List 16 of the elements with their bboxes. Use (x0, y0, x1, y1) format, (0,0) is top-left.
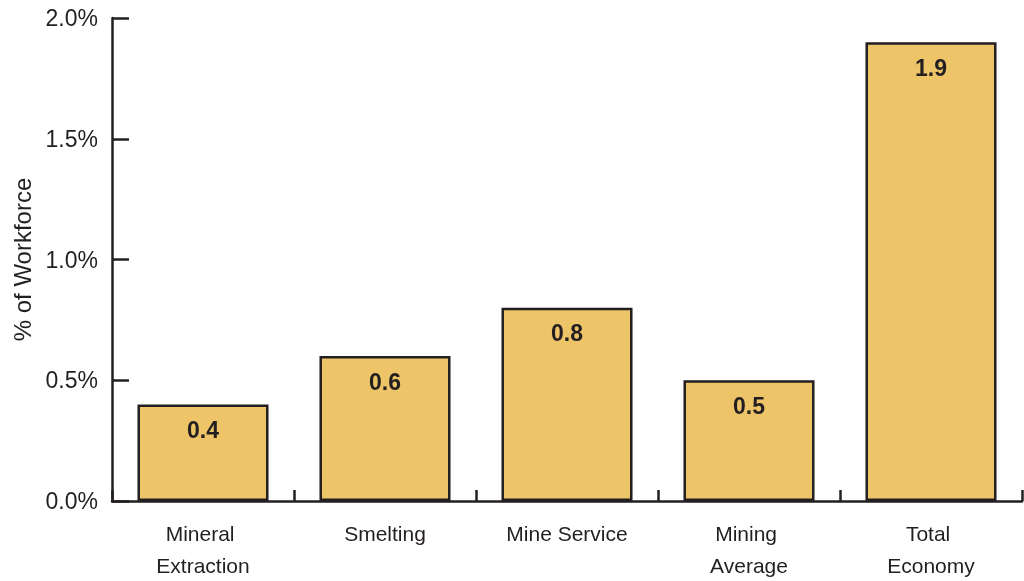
y-tick-label: 1.0% (45, 246, 98, 273)
y-tick-label: 0.5% (45, 367, 98, 394)
y-tick-label: 0.0% (45, 488, 98, 514)
y-tick-label: 1.5% (45, 125, 98, 152)
data-label: 0.5 (733, 392, 766, 419)
x-tick-label: Mining Average (710, 521, 788, 577)
data-label: 0.8 (551, 320, 584, 347)
x-tick-label: Total Economy (887, 521, 976, 577)
x-tick-label: Mine Service (506, 521, 628, 545)
data-label: 1.9 (915, 54, 947, 81)
y-axis-title: % of Workforce (9, 177, 37, 342)
x-tick-label: Smelting (344, 521, 426, 545)
data-label: 0.4 (187, 416, 220, 443)
data-label: 0.6 (369, 368, 401, 395)
x-tick-label: Mineral Extraction (156, 521, 250, 577)
y-tick-label: 2.0% (45, 5, 98, 31)
